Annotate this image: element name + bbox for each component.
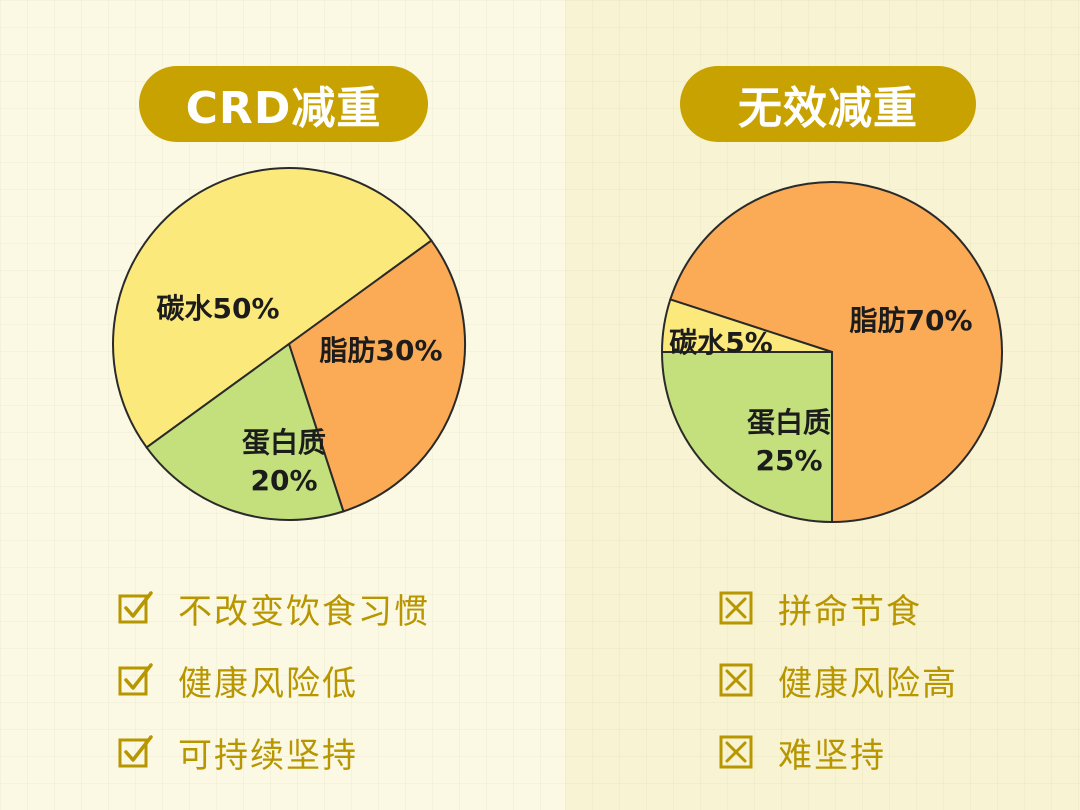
crd-title: CRD减重 xyxy=(139,66,428,142)
checked-box-icon xyxy=(118,735,153,768)
ineffective-pie-chart: 脂肪70% 蛋白质 25% 碳水5% xyxy=(660,181,1003,524)
pie-slice-label: 碳水5% xyxy=(669,326,773,359)
crossed-box-icon xyxy=(719,735,753,769)
crossed-box-icon xyxy=(719,663,753,697)
list-item-text: 健康风险低 xyxy=(178,663,358,704)
ineffective-drawback-list: 拼命节食 健康风险高 难坚持 xyxy=(718,572,958,788)
pie-slice xyxy=(660,351,833,524)
crd-pie-chart: 碳水50% 脂肪30% 蛋白质 20% xyxy=(112,167,466,521)
list-item-text: 不改变饮食习惯 xyxy=(178,591,430,632)
pie-slice-label: 碳水50% xyxy=(156,292,279,325)
ineffective-title: 无效减重 xyxy=(680,66,976,142)
list-item: 健康风险低 xyxy=(118,644,430,716)
crossed-box-icon xyxy=(719,591,753,625)
list-item: 可持续坚持 xyxy=(118,716,430,788)
checked-box-icon xyxy=(118,591,153,624)
pie-slice xyxy=(660,298,833,353)
pie-slice-label: 脂肪70% xyxy=(849,304,972,337)
pie-slice-label: 蛋白质 25% xyxy=(747,406,831,477)
pie-slice xyxy=(287,239,466,513)
list-item-text: 健康风险高 xyxy=(778,663,958,704)
crd-panel: CRD减重 碳水50% 脂肪30% 蛋白质 20% 不改变饮食习惯 健康风险低 可持续… xyxy=(112,66,466,788)
list-item: 拼命节食 xyxy=(718,572,958,644)
list-item: 健康风险高 xyxy=(718,644,958,716)
list-item-text: 拼命节食 xyxy=(778,591,922,632)
list-item: 不改变饮食习惯 xyxy=(118,572,430,644)
pie-slice-label: 脂肪30% xyxy=(319,334,442,367)
list-item: 难坚持 xyxy=(718,716,958,788)
ineffective-panel: 无效减重 脂肪70% 蛋白质 25% 碳水5% 拼命节食 健康风险高 难坚持 xyxy=(565,0,1080,810)
list-item-text: 可持续坚持 xyxy=(178,735,358,776)
list-item-text: 难坚持 xyxy=(778,735,886,776)
checked-box-icon xyxy=(118,663,153,696)
pie-slice xyxy=(145,342,345,521)
pie-slice xyxy=(112,167,433,449)
pie-slice-label: 蛋白质 20% xyxy=(242,426,326,497)
crd-benefit-list: 不改变饮食习惯 健康风险低 可持续坚持 xyxy=(118,572,430,788)
pie-slice xyxy=(669,181,1003,524)
